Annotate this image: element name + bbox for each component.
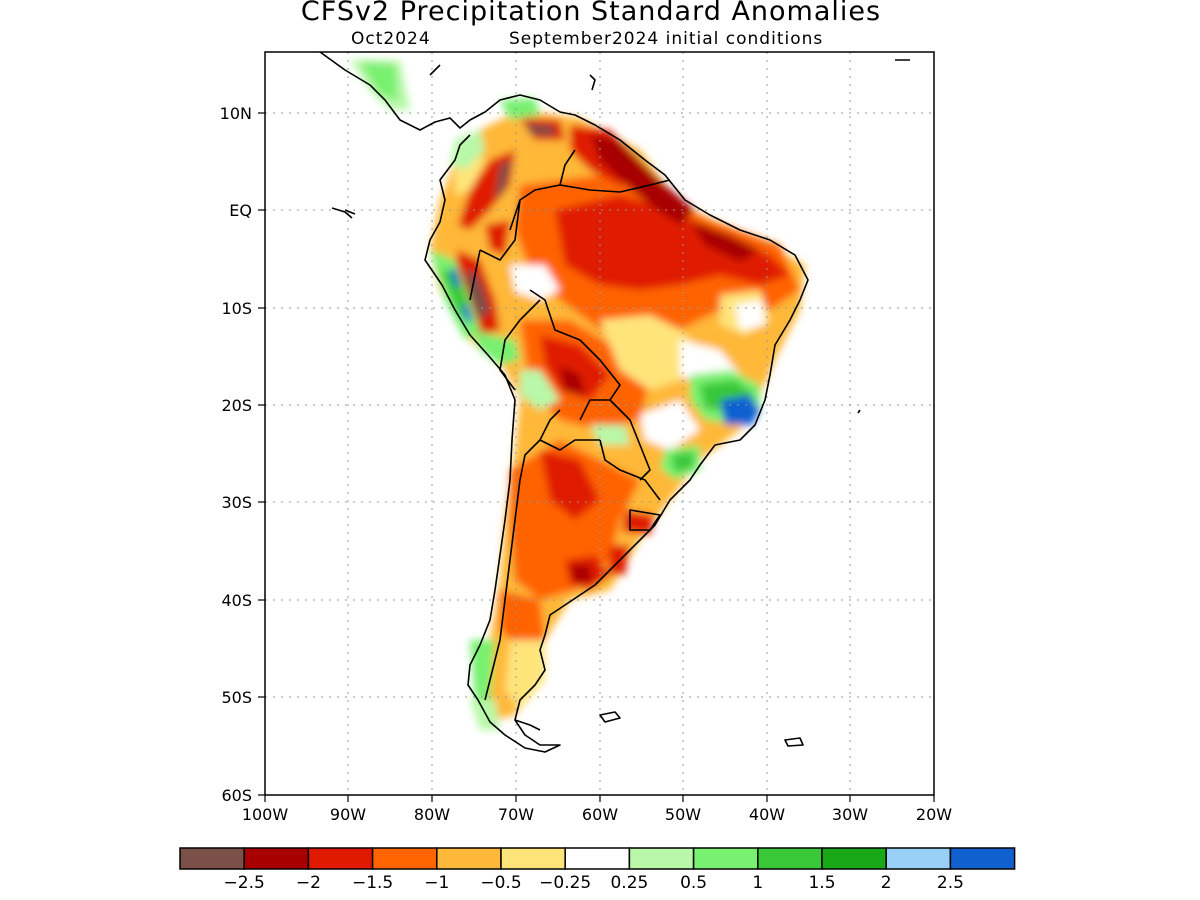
colorbar-label: 0.25: [610, 873, 648, 893]
lat-label: 10S: [221, 299, 252, 318]
colorbar-label: 2: [881, 873, 892, 893]
lon-label: 80W: [414, 805, 450, 824]
colorbar-swatch: [949, 847, 1016, 870]
colorbar-swatch: [692, 847, 759, 870]
forecast-month: Oct2024: [351, 29, 431, 49]
lon-label: 70W: [498, 805, 534, 824]
lat-label: EQ: [229, 201, 252, 220]
colorbar-swatch: [757, 847, 823, 870]
colorbar-labels: −2.5 −2 −1.5 −1 −0.5 −0.25 0.25 0.5 1 1.5 2 2.5: [224, 873, 964, 893]
colorbar-swatch: [885, 847, 952, 870]
lon-label: 40W: [749, 805, 785, 824]
anomaly-field: [350, 60, 805, 730]
colorbar-swatch: [628, 847, 695, 870]
colorbar-swatch: [371, 847, 438, 870]
lon-axis-labels: 100W 90W 80W 70W 60W 50W 40W 30W 20W: [242, 805, 952, 824]
coastline: [319, 52, 910, 753]
lon-label: 60W: [582, 805, 618, 824]
map-title: CFSv2 Precipitation Standard Anomalies: [300, 0, 882, 27]
colorbar-label: −1.5: [352, 873, 393, 893]
colorbar-swatch: [821, 847, 887, 870]
colorbar-swatch: [307, 847, 374, 870]
lat-label: 50S: [221, 688, 252, 707]
colorbar: [179, 847, 1016, 870]
lon-label: 20W: [916, 805, 952, 824]
colorbar-swatch: [243, 847, 310, 870]
lon-label: 30W: [832, 805, 868, 824]
colorbar-label: −0.5: [480, 873, 521, 893]
lat-label: 60S: [221, 786, 252, 805]
lon-label: 90W: [330, 805, 366, 824]
lat-label: 20S: [221, 396, 252, 415]
initial-conditions: September2024 initial conditions: [509, 29, 824, 49]
colorbar-label: 1.5: [808, 873, 835, 893]
lon-label: 50W: [665, 805, 701, 824]
colorbar-label: −0.25: [539, 873, 591, 893]
colorbar-label: −1: [424, 873, 449, 893]
colorbar-label: 2.5: [937, 873, 964, 893]
colorbar-swatch: [564, 847, 631, 870]
lat-label: 40S: [221, 591, 252, 610]
colorbar-swatch: [436, 847, 502, 870]
lat-axis-labels: 10N EQ 10S 20S 30S 40S 50S 60S: [220, 104, 252, 805]
colorbar-swatch: [500, 847, 566, 870]
colorbar-label: 1: [752, 873, 763, 893]
colorbar-label: −2: [296, 873, 321, 893]
colorbar-swatch: [179, 847, 245, 870]
colorbar-label: −2.5: [224, 873, 265, 893]
lat-label: 10N: [220, 104, 252, 123]
colorbar-label: 0.5: [680, 873, 707, 893]
tick-marks: [258, 112, 935, 802]
lon-label: 100W: [242, 805, 289, 824]
lat-label: 30S: [221, 493, 252, 512]
